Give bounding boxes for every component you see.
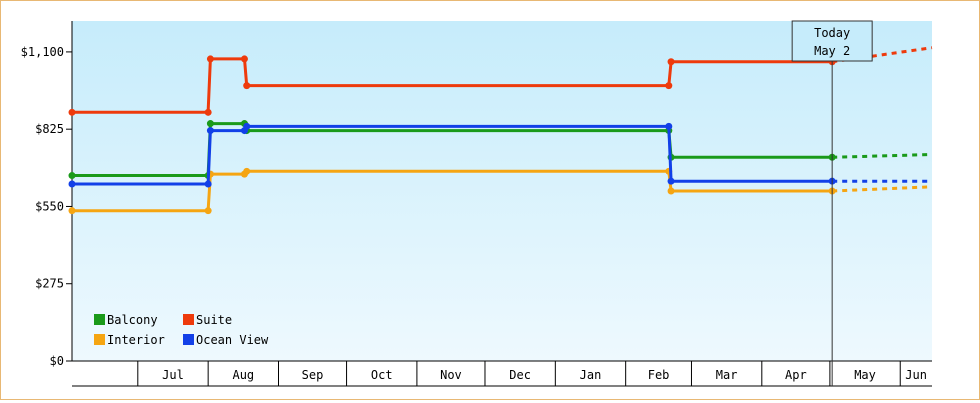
data-point-interior	[243, 167, 251, 175]
y-tick-label: $550	[35, 199, 64, 213]
data-point-interior	[68, 207, 76, 215]
data-point-suite	[68, 108, 76, 116]
month-label-oct: Oct	[371, 368, 393, 382]
data-point-ocean-view	[665, 122, 673, 130]
month-label-apr: Apr	[785, 368, 807, 382]
legend-label-ocean-view: Ocean View	[196, 333, 269, 347]
data-point-ocean-view	[667, 177, 675, 185]
data-point-ocean-view	[206, 127, 214, 135]
data-point-interior	[667, 187, 675, 195]
data-point-suite	[667, 58, 675, 66]
data-point-suite	[204, 108, 212, 116]
month-label-may: May	[854, 368, 876, 382]
today-label-box	[791, 20, 873, 62]
month-label-dec: Dec	[509, 368, 531, 382]
month-label-mar: Mar	[716, 368, 738, 382]
series-projection-balcony	[832, 153, 933, 159]
axes: $0 $275 $550 $825 $1,100 Jul Aug Sep Oct Nov Dec Ja…	[21, 21, 932, 387]
data-point-balcony	[68, 172, 76, 180]
legend-label-balcony: Balcony	[107, 313, 158, 327]
y-tick-label: $825	[35, 122, 64, 136]
month-label-jun: Jun	[905, 368, 927, 382]
y-tick-label: $0	[50, 354, 64, 368]
month-label-jul: Jul	[162, 368, 184, 382]
data-point-ocean-view	[204, 180, 212, 188]
data-point-suite	[206, 55, 214, 63]
legend-swatch-interior	[94, 334, 105, 345]
today-label-line2: May 2	[814, 44, 850, 58]
data-point-interior	[204, 207, 212, 215]
data-point-ocean-view	[68, 180, 76, 188]
y-tick-label: $1,100	[21, 45, 64, 59]
today-label-line1: Today	[814, 26, 850, 40]
month-label-feb: Feb	[648, 368, 670, 382]
legend-swatch-balcony	[94, 314, 105, 325]
today-marker: Today May 2	[791, 20, 873, 386]
legend-swatch-ocean-view	[183, 334, 194, 345]
month-label-aug: Aug	[232, 368, 254, 382]
series-layer	[68, 46, 933, 215]
legend-swatch-suite	[183, 314, 194, 325]
data-point-suite	[243, 82, 251, 90]
series-line-suite	[72, 57, 833, 114]
data-point-ocean-view	[243, 122, 251, 130]
data-point-balcony	[206, 120, 214, 128]
month-label-jan: Jan	[580, 368, 602, 382]
month-label-sep: Sep	[302, 368, 324, 382]
legend-label-suite: Suite	[196, 313, 232, 327]
legend-label-interior: Interior	[107, 333, 165, 347]
y-tick-label: $275	[35, 277, 64, 291]
data-point-suite	[665, 82, 673, 90]
month-label-nov: Nov	[440, 368, 462, 382]
series-projection-interior	[832, 185, 933, 193]
legend: Balcony Suite Interior Ocean View	[94, 313, 269, 347]
data-point-suite	[240, 55, 248, 63]
